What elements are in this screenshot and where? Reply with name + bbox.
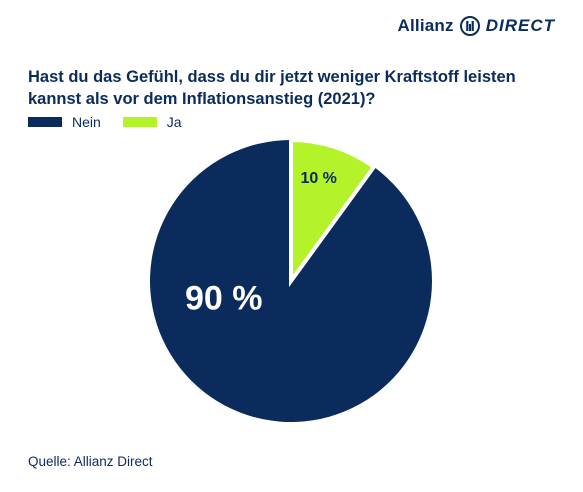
legend-item-ja: Ja xyxy=(122,114,182,130)
legend-item-nein: Nein xyxy=(28,114,101,130)
legend-label-ja: Ja xyxy=(166,114,182,130)
data-label-nein: 90 % xyxy=(185,279,263,317)
allianz-eagle-icon xyxy=(459,16,480,36)
source-note: Quelle: Allianz Direct xyxy=(28,454,153,469)
brand-logo: Allianz DIRECT xyxy=(398,16,555,36)
legend-swatch-nein xyxy=(28,117,62,127)
legend-swatch-ja xyxy=(122,117,157,127)
brand-suffix: DIRECT xyxy=(485,16,555,35)
pie-slice-ja xyxy=(289,137,377,288)
brand-name: Allianz xyxy=(397,16,454,35)
chart-legend: Nein Ja xyxy=(28,114,182,130)
legend-label-nein: Nein xyxy=(72,114,101,130)
chart-title: Hast du das Gefühl, dass du dir jetzt we… xyxy=(28,68,516,108)
data-label-ja: 10 % xyxy=(300,170,336,187)
